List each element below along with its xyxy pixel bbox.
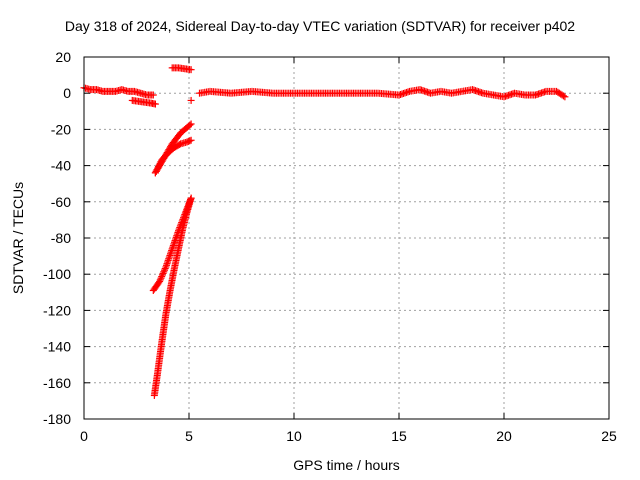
data-point: [159, 269, 167, 277]
data-point: [560, 92, 567, 100]
x-tick-label: 10: [286, 428, 302, 444]
y-tick-label: 20: [55, 49, 71, 65]
data-point: [187, 66, 195, 74]
data-point: [158, 271, 166, 279]
y-tick-label: -40: [51, 158, 71, 174]
chart-title: Day 318 of 2024, Sidereal Day-to-day VTE…: [64, 18, 576, 34]
data-point: [157, 274, 165, 282]
y-tick-label: -100: [43, 266, 71, 282]
y-tick-label: 0: [63, 85, 71, 101]
data-point: [161, 265, 169, 273]
data-point: [161, 266, 168, 274]
x-tick-label: 15: [391, 428, 407, 444]
data-point: [160, 268, 168, 276]
data-point: [187, 120, 195, 128]
data-points: [80, 64, 569, 399]
x-tick-label: 25: [601, 428, 617, 444]
x-tick-label: 20: [496, 428, 512, 444]
y-tick-label: -160: [43, 375, 71, 391]
data-point: [158, 273, 166, 281]
x-tick-label: 5: [185, 428, 193, 444]
data-point: [186, 137, 194, 145]
y-tick-label: -20: [51, 121, 71, 137]
y-tick-label: -80: [51, 230, 71, 246]
data-point: [186, 121, 194, 129]
x-tick-label: 0: [80, 428, 88, 444]
grid-lines: [84, 57, 609, 419]
x-axis-label: GPS time / hours: [293, 457, 400, 473]
data-point: [156, 277, 164, 285]
data-point: [149, 91, 157, 99]
data-point: [187, 136, 195, 144]
data-point: [187, 96, 195, 104]
y-tick-label: -140: [43, 339, 71, 355]
data-point: [187, 194, 195, 202]
axis-ticks: 0 5 10 15 20 25 20 0 -20 -40 -60 -80 -100 -120 -140 -16…: [43, 49, 617, 444]
y-tick-label: -60: [51, 194, 71, 210]
data-point: [151, 100, 159, 108]
y-tick-label: -180: [43, 411, 71, 427]
y-tick-label: -120: [43, 302, 71, 318]
data-point: [156, 276, 164, 284]
data-point: [561, 93, 569, 101]
